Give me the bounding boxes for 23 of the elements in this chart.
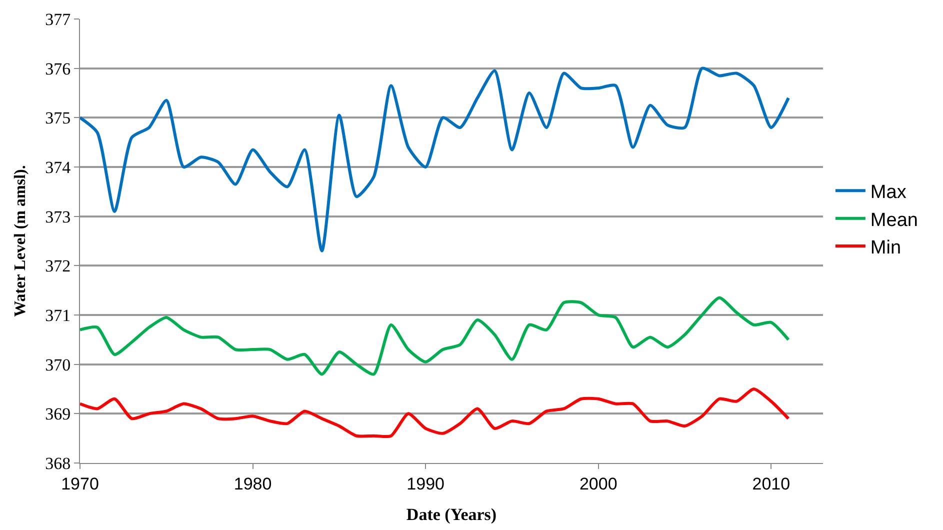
y-tick-label: 371 (45, 306, 71, 325)
legend-label: Max (870, 182, 907, 204)
x-tick-label: 1980 (234, 474, 272, 494)
y-tick-label: 376 (45, 59, 71, 78)
x-tick-label: 2010 (752, 474, 790, 494)
line-series (80, 296, 790, 376)
line-series (80, 388, 790, 438)
line-series (80, 66, 790, 252)
y-tick-label: 377 (45, 10, 72, 29)
x-tick-label: 2000 (579, 474, 618, 494)
x-axis-title: Date (Years) (406, 504, 497, 524)
legend-label: Min (870, 237, 902, 258)
legend-label: Mean (870, 210, 918, 231)
y-tick-label: 372 (45, 256, 71, 276)
y-tick-label: 368 (45, 454, 71, 473)
y-tick-label: 369 (45, 404, 71, 424)
y-tick-label: 370 (45, 355, 71, 374)
x-tick-label: 1990 (406, 474, 444, 494)
y-axis-title: Water Level (m amsl). (12, 165, 29, 317)
y-tick-label: 375 (45, 108, 71, 128)
x-tick-label: 1970 (61, 474, 99, 494)
y-tick-label: 373 (45, 207, 71, 226)
y-tick-label: 374 (45, 158, 72, 177)
